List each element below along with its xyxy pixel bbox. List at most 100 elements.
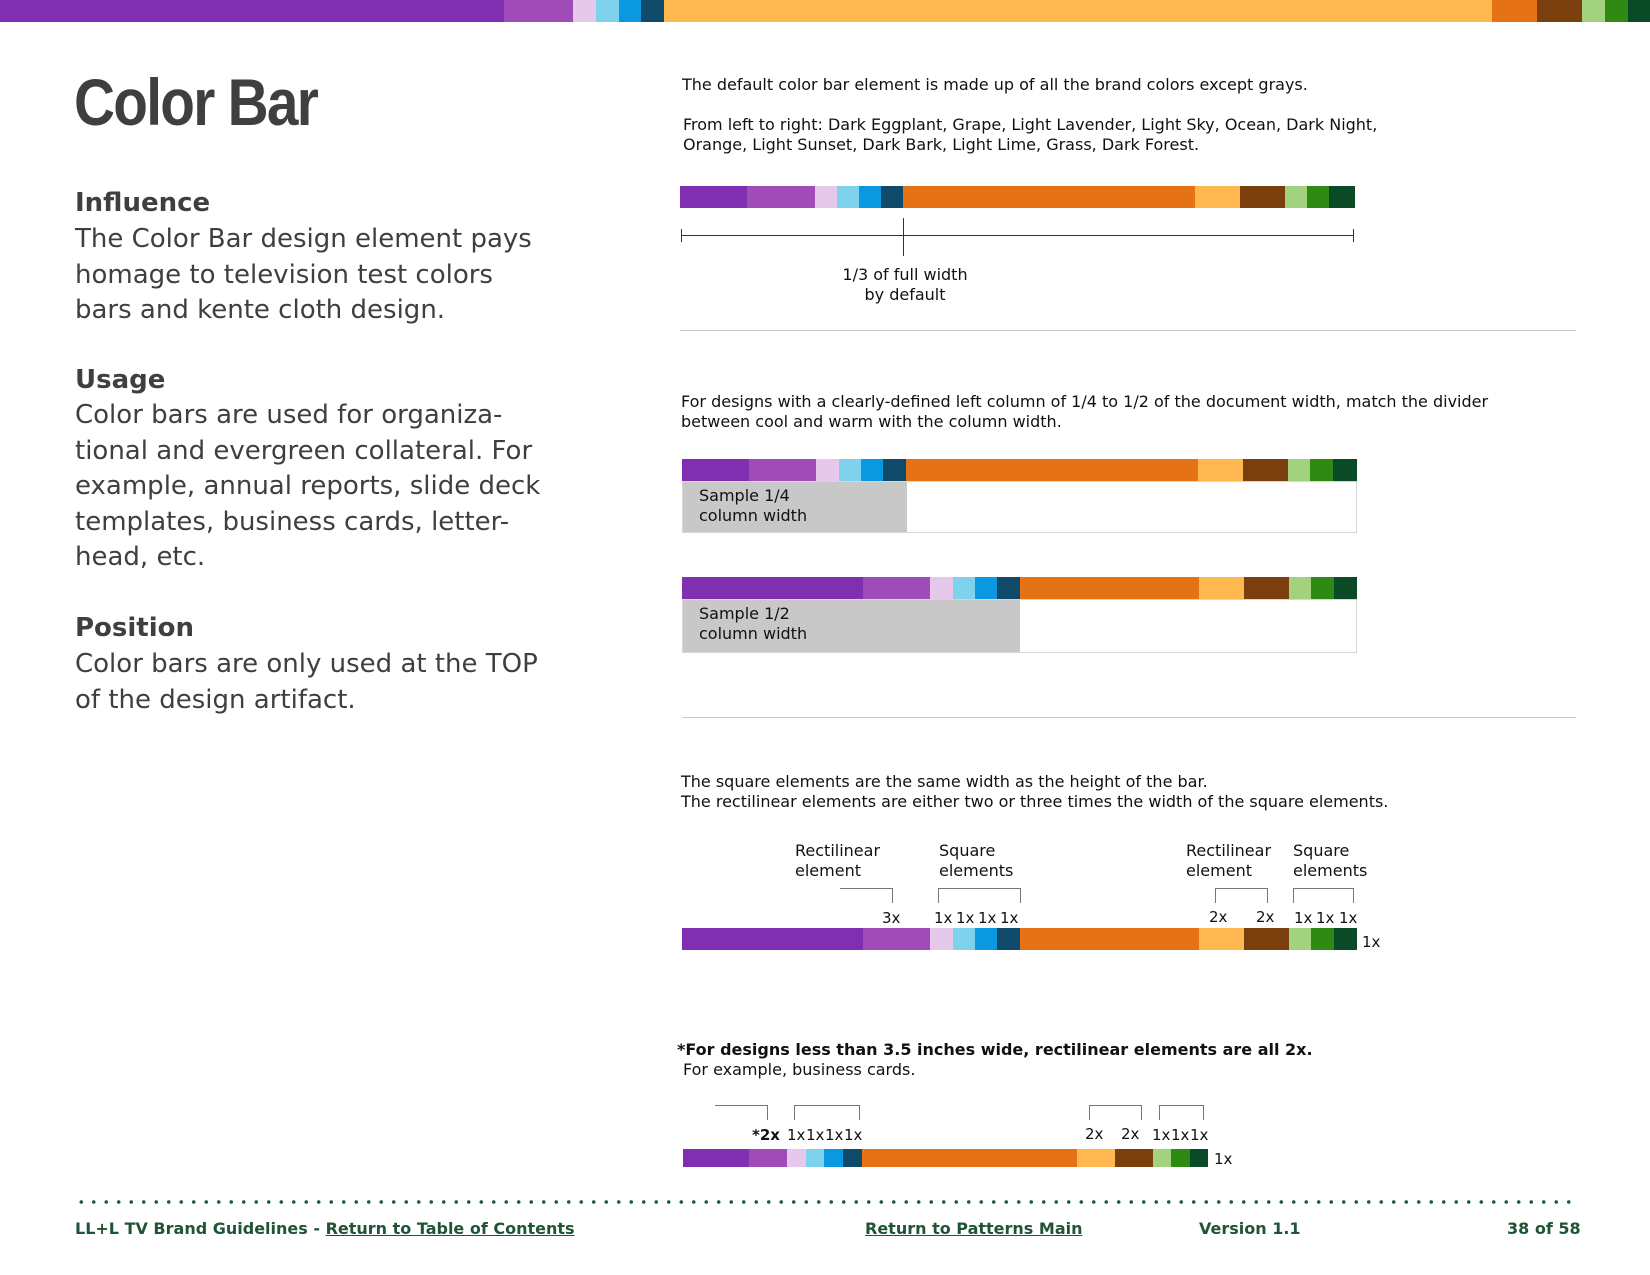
label-line: elements — [1293, 861, 1368, 880]
color-swatch-orange — [1020, 577, 1199, 599]
color-swatch-sunset — [1199, 577, 1244, 599]
mult-1x: 1x — [1000, 909, 1019, 927]
mult-2x: 2x — [1085, 1125, 1104, 1143]
color-swatch-sunset — [1199, 928, 1244, 950]
square-line: The square elements are the same width a… — [681, 772, 1208, 791]
color-swatch-forest — [1190, 1149, 1208, 1167]
label-line: Square — [1293, 841, 1350, 860]
color-swatch-eggplant — [0, 0, 504, 22]
default-color-bar — [680, 186, 1355, 208]
dimension-tick-right — [1353, 229, 1354, 242]
color-swatch-sky — [953, 577, 975, 599]
label-line: Rectilinear — [1186, 841, 1272, 860]
color-swatch-grape — [863, 577, 930, 599]
label-line: elements — [939, 861, 1014, 880]
column-text: For designs with a clearly-defined left … — [681, 392, 1488, 432]
bracket — [1159, 1105, 1204, 1120]
color-swatch-orange — [1492, 0, 1537, 22]
color-swatch-sunset — [664, 0, 1492, 22]
color-swatch-sunset — [1198, 459, 1243, 481]
color-swatch-night — [641, 0, 664, 22]
mult-1x-height: 1x — [1214, 1150, 1233, 1168]
mult-2x: 2x — [1256, 908, 1275, 926]
quarter-color-bar — [682, 459, 1357, 481]
mult-1x: 1x — [1190, 1126, 1209, 1144]
bracket — [794, 1105, 860, 1120]
bracket — [1089, 1105, 1142, 1120]
color-swatch-forest — [1628, 0, 1650, 22]
color-swatch-ocean — [975, 577, 997, 599]
color-swatch-bark — [1243, 459, 1288, 481]
small-color-bar — [683, 1149, 1208, 1167]
usage-line: example, annual reports, slide deck — [75, 471, 541, 501]
color-swatch-eggplant — [682, 459, 749, 481]
color-swatch-sky — [806, 1149, 824, 1167]
mult-1x: 1x — [825, 1126, 844, 1144]
mult-1x: 1x — [956, 909, 975, 927]
label-line: Square — [939, 841, 996, 860]
quarter-sample-label: Sample 1/4 column width — [699, 486, 807, 526]
small-note-bold: *For designs less than 3.5 inches wide, … — [677, 1040, 1313, 1059]
toc-link[interactable]: Return to Table of Contents — [325, 1219, 575, 1238]
dimension-tick-left — [681, 229, 682, 242]
color-swatch-sky — [953, 928, 975, 950]
influence-line: bars and kente cloth design. — [75, 295, 446, 325]
label-line: element — [795, 861, 861, 880]
page-color-bar — [0, 0, 1650, 22]
bracket — [938, 888, 1021, 903]
color-swatch-lime — [1153, 1149, 1171, 1167]
usage-line: tional and evergreen collateral. For — [75, 435, 533, 466]
footer-brand-text: LL+L TV Brand Guidelines - — [75, 1219, 326, 1238]
color-swatch-ocean — [975, 928, 997, 950]
bracket — [1293, 888, 1354, 903]
usage-line: Color bars are used for organiza- — [75, 400, 503, 430]
mult-2x: 2x — [1209, 908, 1228, 926]
color-swatch-ocean — [861, 459, 883, 481]
section-divider — [680, 330, 1576, 331]
rectilinear-label: Rectilinear element — [795, 841, 880, 881]
half-sample-label: Sample 1/2 column width — [699, 604, 807, 644]
color-swatch-lavender — [816, 459, 839, 481]
color-swatch-forest — [1334, 577, 1357, 599]
color-swatch-grass — [1171, 1149, 1190, 1167]
color-swatch-eggplant — [680, 186, 747, 208]
color-swatch-grape — [749, 459, 816, 481]
mult-1x: 1x — [1152, 1126, 1171, 1144]
color-swatch-sky — [596, 0, 619, 22]
footer-page-number: 38 of 58 — [1507, 1219, 1581, 1238]
usage-line: head, etc. — [75, 542, 206, 572]
mult-1x: 1x — [1171, 1126, 1190, 1144]
order-text: From left to right: Dark Eggplant, Grape… — [683, 115, 1377, 155]
color-swatch-sunset — [1195, 186, 1240, 208]
label-line: Rectilinear — [795, 841, 881, 860]
dimension-line — [681, 235, 1354, 236]
footer-version: Version 1.1 — [1199, 1219, 1301, 1238]
color-swatch-grass — [1310, 459, 1333, 481]
color-swatch-lavender — [930, 928, 953, 950]
sample-label-line: column width — [699, 624, 808, 643]
square-label: Square elements — [939, 841, 1013, 881]
column-line: between cool and warm with the column wi… — [681, 412, 1062, 431]
section-divider — [682, 717, 1576, 718]
color-swatch-ocean — [619, 0, 641, 22]
mult-1x: 1x — [787, 1126, 806, 1144]
color-swatch-ocean — [859, 186, 881, 208]
position-heading: Position — [75, 613, 195, 643]
color-swatch-lavender — [815, 186, 837, 208]
color-swatch-lime — [1289, 577, 1311, 599]
color-swatch-lavender — [573, 0, 596, 22]
color-swatch-grape — [747, 186, 815, 208]
mult-2x: 2x — [1121, 1125, 1140, 1143]
color-swatch-lime — [1289, 928, 1311, 950]
mult-1x: 1x — [934, 909, 953, 927]
influence-heading: Influence — [75, 188, 211, 218]
mult-3x: 3x — [882, 909, 901, 927]
color-swatch-bark — [1240, 186, 1285, 208]
color-swatch-bark — [1537, 0, 1582, 22]
position-line: of the design artifact. — [75, 684, 356, 715]
patterns-link[interactable]: Return to Patterns Main — [865, 1219, 1083, 1238]
usage-line: templates, business cards, letter- — [75, 506, 510, 537]
usage-heading: Usage — [75, 365, 166, 395]
dimension-tick-third — [903, 218, 904, 256]
quarter-sample-column — [683, 482, 907, 532]
